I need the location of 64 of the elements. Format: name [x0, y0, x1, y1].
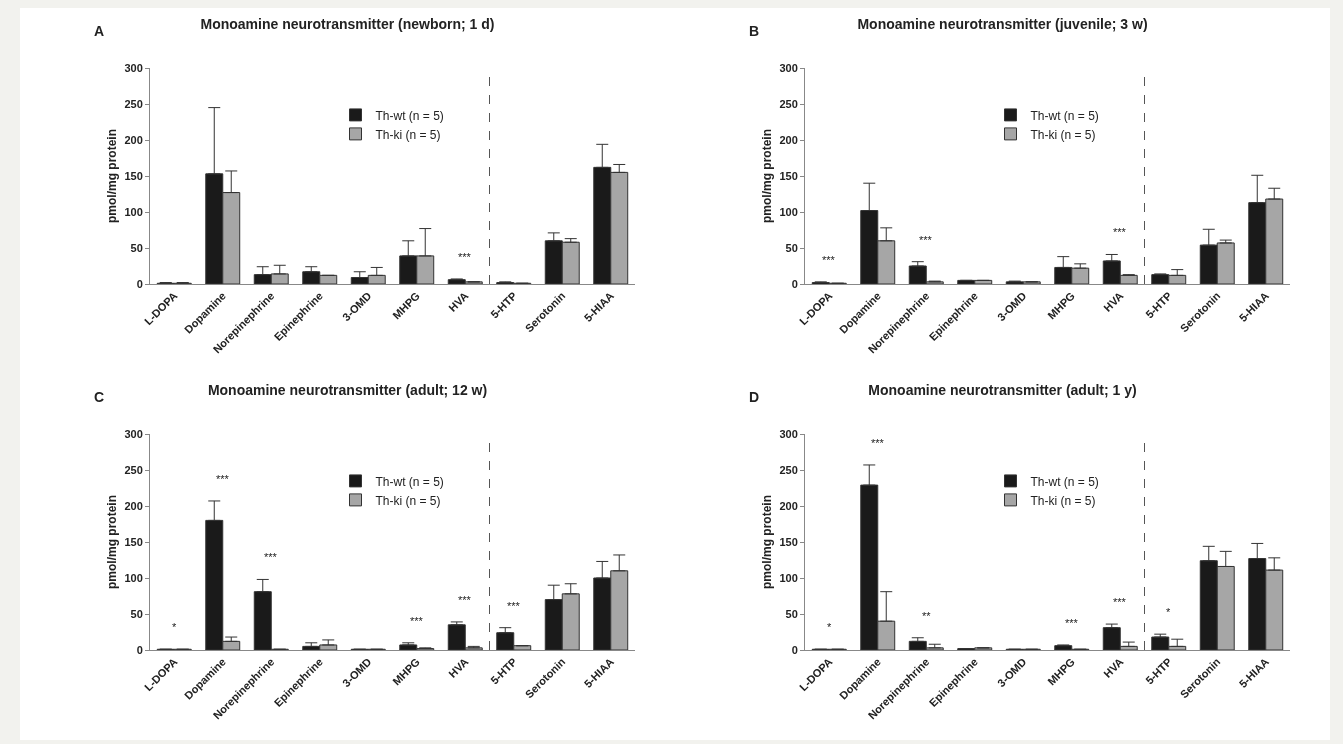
y-axis-title: pmol/mg protein: [105, 129, 119, 223]
y-tick-label: 200: [124, 499, 143, 512]
chart-title: Monoamine neurotransmitter (adult; 1 y): [868, 381, 1137, 398]
chart-title: Monoamine neurotransmitter (juvenile; 3 w): [857, 15, 1148, 32]
annotation: ***: [410, 615, 424, 627]
y-tick-label: 0: [136, 277, 143, 290]
y-tick-label: 300: [779, 427, 798, 440]
annotation: ***: [264, 551, 278, 563]
y-tick-label: 50: [130, 241, 143, 254]
legend-label: Th-ki (n = 5): [375, 127, 441, 142]
y-tick-label: 0: [791, 643, 798, 656]
legend-label: Th-wt (n = 5): [1030, 474, 1099, 489]
chart-title: Monoamine neurotransmitter (newborn; 1 d): [200, 15, 495, 32]
y-tick-label: 100: [124, 571, 143, 584]
annotation: ***: [216, 473, 230, 485]
annotation: ***: [1113, 596, 1127, 608]
annotation: ***: [822, 254, 836, 266]
legend-label: Th-ki (n = 5): [1030, 493, 1096, 508]
text: A: [94, 23, 105, 39]
legend-label: Th-ki (n = 5): [1030, 127, 1096, 142]
text: D: [749, 389, 760, 405]
y-tick-label: 250: [124, 463, 143, 476]
y-tick-label: 100: [124, 205, 143, 218]
annotation: *: [827, 621, 832, 633]
text: B: [749, 23, 760, 39]
y-tick-label: 150: [124, 535, 143, 548]
legend-label: Th-wt (n = 5): [1030, 108, 1099, 123]
legend-label: Th-ki (n = 5): [375, 493, 441, 508]
y-tick-label: 0: [136, 643, 143, 656]
y-tick-label: 250: [779, 463, 798, 476]
y-tick-label: 150: [779, 169, 798, 182]
y-tick-label: 150: [124, 169, 143, 182]
y-tick-label: 250: [124, 97, 143, 110]
annotation: *: [172, 621, 177, 633]
annotation: ***: [507, 600, 521, 612]
annotation: **: [922, 610, 932, 622]
y-axis-title: pmol/mg protein: [760, 129, 774, 223]
y-tick-label: 0: [791, 277, 798, 290]
annotation: ***: [871, 437, 885, 449]
y-tick-label: 300: [124, 427, 143, 440]
y-tick-label: 200: [779, 499, 798, 512]
annotation: ***: [919, 234, 933, 246]
y-tick-label: 250: [779, 97, 798, 110]
y-tick-label: 50: [130, 607, 143, 620]
y-axis-title: pmol/mg protein: [105, 495, 119, 589]
text: C: [94, 389, 105, 405]
chart-title: Monoamine neurotransmitter (adult; 12 w): [207, 381, 488, 398]
y-axis-title: pmol/mg protein: [760, 495, 774, 589]
legend-label: Th-wt (n = 5): [375, 108, 444, 123]
y-tick-label: 300: [779, 61, 798, 74]
annotation: *: [1166, 606, 1171, 618]
y-tick-label: 100: [779, 571, 798, 584]
y-tick-label: 50: [785, 607, 798, 620]
y-tick-label: 300: [124, 61, 143, 74]
y-tick-label: 100: [779, 205, 798, 218]
annotation: ***: [458, 251, 472, 263]
y-tick-label: 50: [785, 241, 798, 254]
y-tick-label: 150: [779, 535, 798, 548]
y-tick-label: 200: [124, 133, 143, 146]
annotation: ***: [458, 594, 472, 606]
annotation: ***: [1065, 617, 1079, 629]
legend-label: Th-wt (n = 5): [375, 474, 444, 489]
y-tick-label: 200: [779, 133, 798, 146]
annotation: ***: [1113, 226, 1127, 238]
